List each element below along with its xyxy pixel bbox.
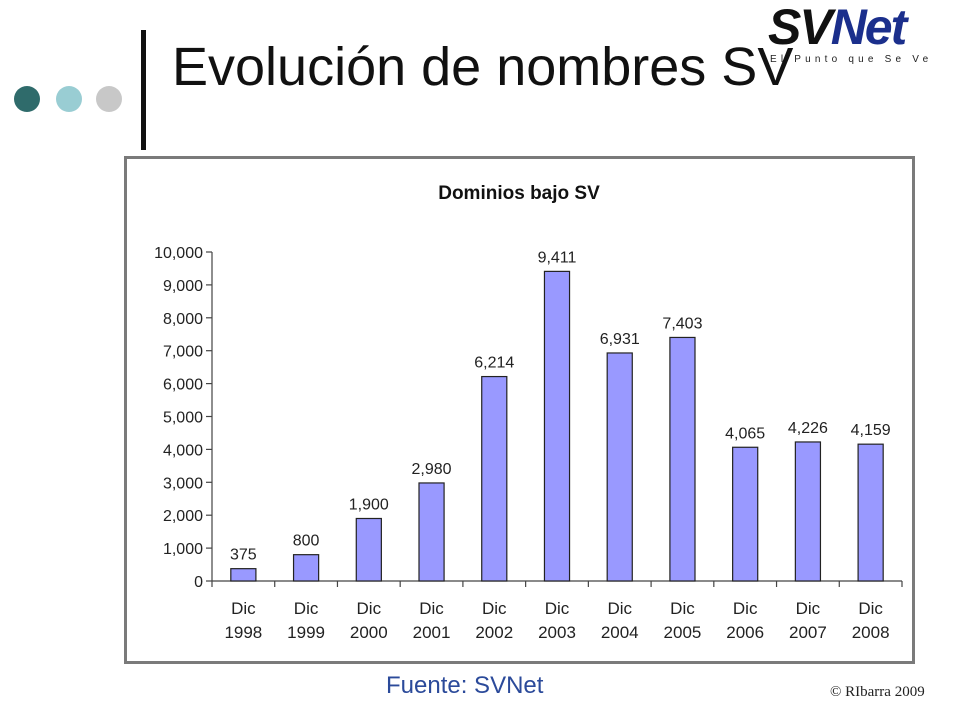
svnet-logo: SVNet El Punto que Se Ve [760,0,950,70]
y-tick-label: 10,000 [154,245,203,262]
x-tick-label-month: Dic [482,599,507,618]
data-label: 1,900 [349,496,389,513]
source-text: Fuente: SVNet [386,672,544,699]
x-tick-label-month: Dic [357,599,382,618]
y-tick-label: 8,000 [163,311,203,328]
logo-tagline: El Punto que Se Ve [770,54,933,65]
x-tick-label-month: Dic [231,599,256,618]
bar [418,482,445,582]
data-label: 4,159 [851,422,891,439]
bar [292,554,320,582]
x-tick-label-month: Dic [858,599,883,618]
bar [669,336,696,582]
data-label: 2,980 [412,461,452,478]
y-tick-label: 5,000 [163,410,203,427]
data-label: 7,403 [662,315,702,332]
x-tick-label-year: 2004 [601,623,639,642]
bar [355,517,382,582]
x-tick-label-year: 1998 [224,623,262,642]
y-tick-label: 0 [194,574,203,591]
bar [543,270,571,582]
x-tick-label-month: Dic [419,599,444,618]
bar [481,375,508,582]
logo-wordmark: SVNet [768,0,908,56]
x-tick-label-year: 2003 [538,623,576,642]
y-tick-label: 2,000 [163,508,203,525]
data-label: 4,226 [788,420,828,437]
x-tick-label-month: Dic [796,599,821,618]
bar [857,443,884,582]
x-tick-label-month: Dic [607,599,632,618]
data-label: 375 [230,547,257,564]
logo-sv: SV [768,0,833,55]
x-tick-label-year: 1999 [287,623,325,642]
y-tick-label: 1,000 [163,541,203,558]
x-tick-label-month: Dic [294,599,319,618]
data-label: 9,411 [538,249,577,266]
y-tick-label: 3,000 [163,475,203,492]
data-label: 6,931 [600,331,640,348]
x-tick-label-year: 2002 [475,623,513,642]
x-tick-label-year: 2000 [350,623,388,642]
y-tick-label: 4,000 [163,442,203,459]
decor-dot-2 [56,86,82,112]
x-tick-label-year: 2006 [726,623,764,642]
x-tick-label-month: Dic [733,599,758,618]
bar [732,446,759,582]
bar [794,441,822,582]
y-tick-label: 6,000 [163,377,203,394]
copyright-text: © RIbarra 2009 [830,684,925,700]
y-tick-label: 9,000 [163,278,203,295]
slide-title: Evolución de nombres SV [172,37,794,97]
x-tick-label-year: 2005 [664,623,702,642]
logo-net: Net [830,0,908,55]
x-tick-label-month: Dic [670,599,695,618]
data-label: 6,214 [474,355,514,372]
title-divider [141,30,146,150]
data-label: 800 [293,533,320,550]
x-tick-label-year: 2007 [789,623,827,642]
data-label: 4,065 [725,425,765,442]
bar [606,352,633,582]
x-tick-label-month: Dic [545,599,570,618]
bar [230,568,257,582]
bar-chart: Dominios bajo SV 0 1,000 2,000 3,000 4,000 5,0… [154,183,903,642]
x-tick-label-year: 2001 [413,623,451,642]
chart-frame: Dominios bajo SV 0 1,000 2,000 3,000 4,000 5,0… [124,156,915,664]
decor-dot-1 [14,86,40,112]
chart-title: Dominios bajo SV [438,183,600,204]
y-tick-label: 7,000 [163,344,203,361]
x-tick-label-year: 2008 [852,623,890,642]
decor-dot-3 [96,86,122,112]
